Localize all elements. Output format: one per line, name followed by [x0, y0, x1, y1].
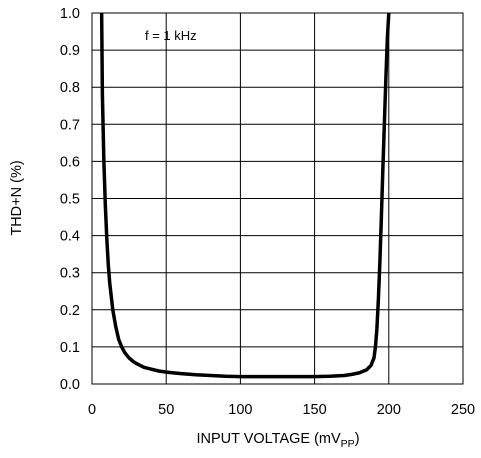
y-axis-title: THD+N (%): [9, 160, 25, 235]
data-line-layer: [99, 13, 391, 379]
grid-layer: [92, 13, 463, 384]
y-tick-label: 0.9: [60, 43, 80, 59]
y-tick-label: 0.8: [60, 80, 80, 96]
y-tick-label: 0.0: [60, 377, 80, 393]
x-axis-title: INPUT VOLTAGE (mVPP): [196, 431, 359, 450]
y-tick-label: 0.5: [60, 192, 80, 208]
x-tick-label: 250: [451, 402, 475, 418]
y-tick-label: 0.3: [60, 266, 80, 282]
thd-series-line: [99, 13, 391, 379]
x-tick-label: 100: [228, 402, 252, 418]
x-axis-title-subscript: PP: [341, 438, 355, 450]
plot-frame: [91, 12, 464, 385]
x-axis-title-main: INPUT VOLTAGE (mV: [196, 431, 341, 447]
x-tick-label: 0: [88, 402, 96, 418]
x-tick-label: 50: [158, 402, 174, 418]
tick-label-layer: 0.0 0.1 0.2 0.3 0.4 0.5 0.6 0.7 0.8 0.9 1.0 0 50 100 1…: [60, 6, 475, 418]
x-tick-label: 200: [377, 402, 401, 418]
y-tick-label: 0.4: [60, 229, 80, 245]
x-tick-label: 150: [302, 402, 326, 418]
y-tick-label: 0.6: [60, 154, 80, 170]
annotation-label: f = 1 kHz: [145, 28, 197, 43]
y-tick-label: 0.1: [60, 340, 80, 356]
y-tick-label: 0.7: [60, 117, 80, 133]
y-tick-label: 1.0: [60, 6, 80, 22]
x-axis-title-suffix: ): [355, 431, 360, 447]
y-tick-label: 0.2: [60, 303, 80, 319]
